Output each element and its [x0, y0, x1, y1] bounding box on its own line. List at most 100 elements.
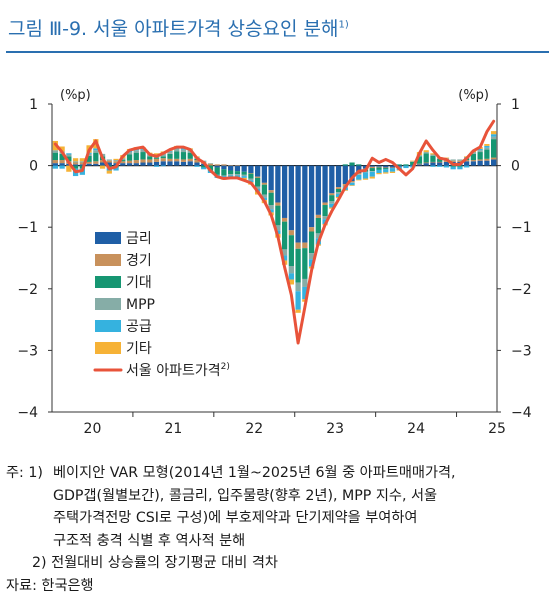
bar-segment: [396, 164, 402, 166]
bar-segment: [72, 158, 79, 162]
bar-segment: [288, 279, 294, 285]
bar-segment: [295, 282, 301, 292]
bar-segment: [302, 165, 308, 243]
bar-segment: [281, 221, 288, 250]
bar-segment: [329, 165, 335, 194]
bar-segment: [329, 201, 335, 204]
bar-segment: [248, 178, 254, 181]
bar-segment: [403, 165, 409, 169]
bar-segment: [410, 161, 416, 162]
bar-segment: [120, 163, 126, 166]
bar-segment: [140, 152, 146, 160]
bar-segment: [126, 163, 133, 166]
legend-label: 공급: [126, 319, 152, 335]
bar-segment: [160, 161, 166, 166]
bar-segment: [288, 235, 294, 267]
chart-line: [53, 119, 496, 345]
bar-segment: [490, 136, 497, 140]
legend-label: 서울 아파트가격2): [126, 362, 230, 379]
bar-segment: [241, 174, 247, 177]
bar-segment: [167, 151, 173, 154]
bar-segment: [464, 160, 470, 162]
bar-segment: [66, 156, 72, 162]
x-tick-label: 22: [245, 421, 263, 437]
bar-segment: [255, 165, 261, 177]
bar-segment: [308, 253, 315, 260]
bar-segment: [153, 158, 160, 162]
bar-segment: [308, 231, 315, 254]
bar-segment: [335, 192, 342, 194]
bar-segment: [288, 273, 294, 280]
bar-segment: [490, 159, 497, 166]
bar-segment: [66, 154, 72, 157]
chart-axes: 1 1 0 0 −1 −1 −2 −2 −3 −3 −4 −4 (%p) (%p) 20 21 22 23 24 25: [17, 88, 531, 437]
bar-segment: [416, 163, 423, 165]
bar-segment: [234, 174, 241, 176]
bar-segment: [214, 164, 220, 166]
bar-segment: [160, 158, 166, 162]
bar-segment: [133, 160, 139, 164]
y-tick-label-right: −4: [511, 405, 532, 421]
bar-segment: [329, 193, 335, 196]
bar-segment: [255, 176, 261, 178]
bar-segment: [86, 163, 92, 166]
bar-segment: [490, 139, 497, 158]
bar-segment: [72, 164, 79, 166]
bar-segment: [241, 176, 247, 178]
bar-segment: [410, 160, 416, 162]
bar-segment: [147, 156, 153, 160]
bar-segment: [302, 248, 308, 279]
bar-segment: [52, 152, 59, 161]
bar-segment: [322, 165, 328, 203]
bar-segment: [484, 145, 490, 148]
bar-segment: [329, 195, 335, 202]
bar-segment: [221, 175, 227, 177]
legend-label: 금리: [126, 231, 152, 247]
bar-segment: [201, 167, 207, 170]
bar-segment: [153, 165, 160, 167]
x-tick-label: 25: [488, 421, 506, 437]
bar-segment: [430, 154, 436, 156]
bar-segment: [234, 165, 241, 172]
bar-segment: [207, 165, 214, 171]
bar-segment: [329, 207, 335, 209]
y-tick-label-right: −1: [511, 220, 532, 236]
bar-segment: [416, 164, 423, 166]
bar-segment: [490, 134, 497, 137]
bar-segment: [376, 166, 382, 168]
bar-segment: [153, 153, 160, 156]
bar-segment: [228, 170, 234, 175]
bar-segment: [174, 158, 180, 162]
bar-segment: [288, 165, 294, 231]
bar-segment: [383, 168, 389, 170]
bar-segment: [356, 165, 362, 173]
bar-segment: [79, 161, 85, 163]
note-1-prefix: 주: 1): [6, 465, 43, 481]
bar-segment: [389, 167, 396, 169]
bar-segment: [187, 152, 193, 159]
bar-segment: [423, 150, 429, 153]
bar-segment: [261, 182, 268, 185]
bar-segment: [362, 171, 369, 173]
bar-segment: [342, 165, 348, 185]
bar-segment: [268, 205, 274, 210]
bar-segment: [295, 291, 301, 310]
bar-segment: [302, 242, 308, 249]
bar-segment: [356, 174, 362, 175]
bar-segment: [275, 165, 281, 203]
bar-segment: [140, 149, 146, 153]
chart: 1 1 0 0 −1 −1 −2 −2 −3 −3 −4 −4 (%p) (%p) 20 21 22 23 24 25…: [17, 88, 531, 437]
bar-segment: [66, 165, 72, 172]
bar-segment: [126, 152, 133, 155]
bar-segment: [389, 165, 396, 168]
bar-segment: [93, 161, 99, 164]
bar-segment: [126, 160, 133, 164]
source-note: 자료: 한국은행: [6, 577, 94, 594]
bar-segment: [335, 193, 342, 198]
bar-segment: [79, 162, 85, 165]
legend-label-sup: 2): [221, 362, 230, 372]
bar-segment: [342, 164, 348, 166]
bar-segment: [437, 162, 443, 166]
bar-segment: [194, 162, 200, 166]
bar-segment: [180, 148, 187, 150]
